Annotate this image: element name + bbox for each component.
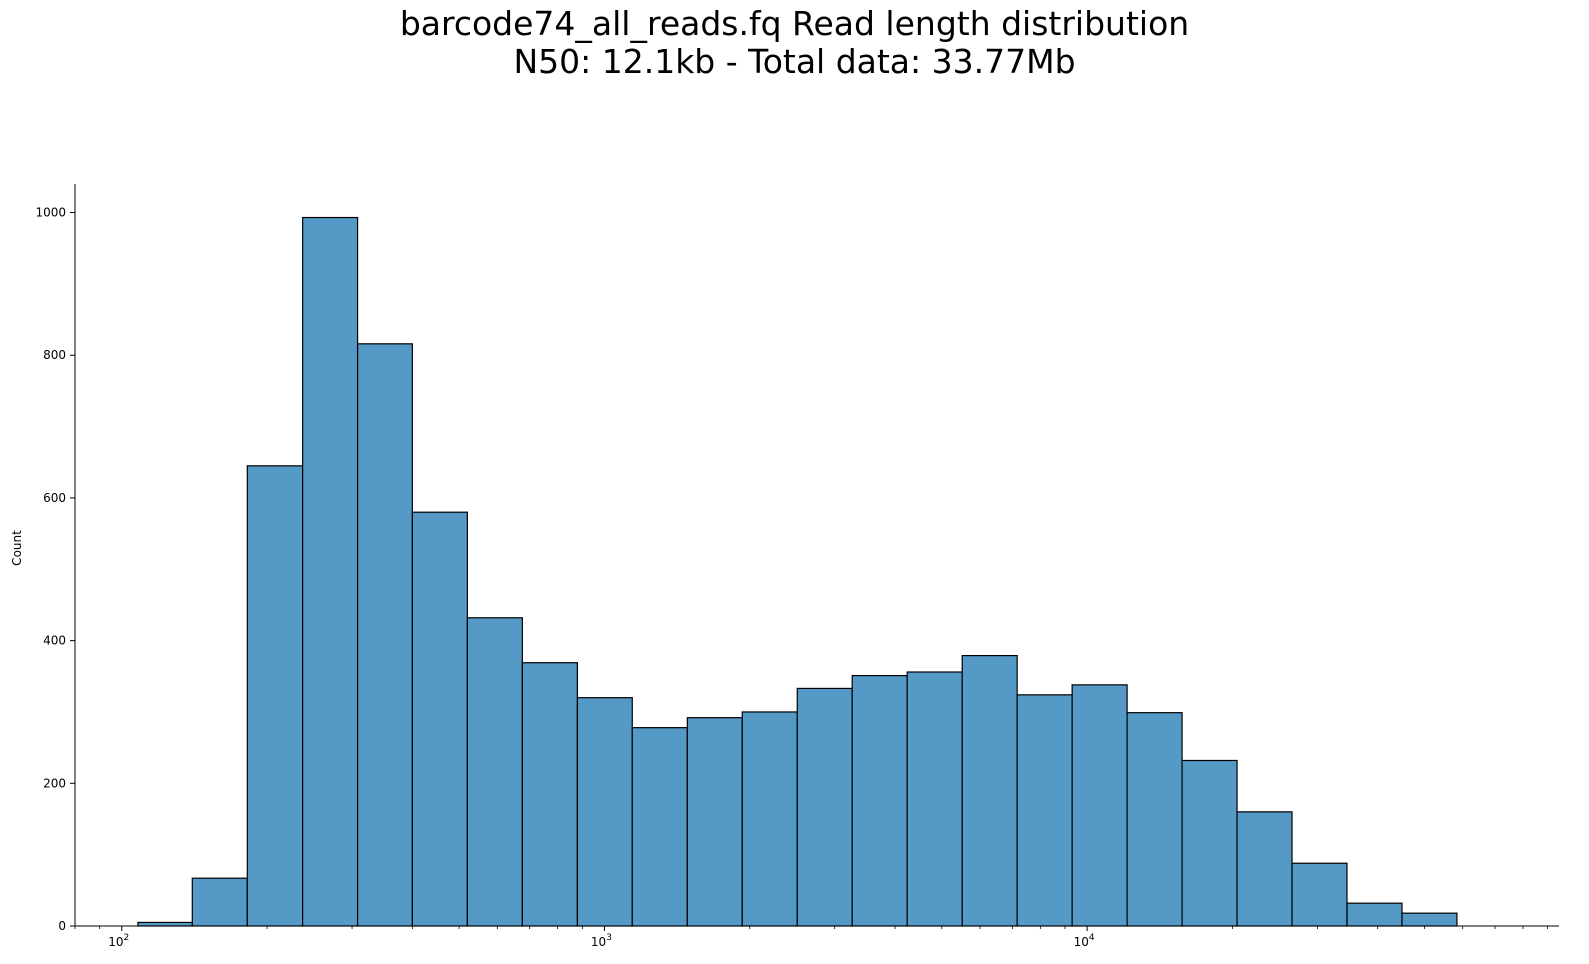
- y-tick-label: 1000: [35, 206, 66, 220]
- histogram-bar: [1071, 684, 1128, 927]
- histogram-bar: [1126, 712, 1183, 927]
- histogram-bar: [191, 877, 248, 927]
- histogram-bar: [906, 671, 963, 927]
- bars-group: [137, 216, 1458, 927]
- y-axis: 0 200 400 600 800 1000: [35, 184, 76, 933]
- y-tick-label: 800: [43, 348, 66, 362]
- histogram-bar: [961, 654, 1018, 927]
- x-axis: 102 103 104: [74, 925, 1559, 949]
- histogram-bar: [851, 674, 908, 927]
- y-tick-label: 600: [43, 491, 66, 505]
- histogram-bar: [741, 711, 798, 927]
- histogram-bar: [1236, 811, 1293, 927]
- histogram-bar: [796, 687, 853, 927]
- histogram-bar: [302, 216, 359, 927]
- histogram-bar: [466, 617, 523, 927]
- histogram-bar: [686, 717, 743, 927]
- chart-title: barcode74_all_reads.fq Read length distr…: [399, 4, 1190, 43]
- histogram-bar: [1346, 902, 1403, 927]
- x-tick-label: 102: [108, 933, 129, 949]
- histogram-bar: [246, 465, 304, 927]
- histogram-bar: [356, 343, 413, 927]
- x-tick-label: 103: [591, 933, 612, 949]
- histogram-bar: [521, 662, 578, 927]
- chart-subtitle: N50: 12.1kb - Total data: 33.77Mb: [513, 42, 1076, 81]
- histogram-bar: [631, 727, 688, 927]
- histogram-bar: [1291, 862, 1348, 927]
- histogram-bar: [576, 697, 633, 927]
- histogram-bar: [1401, 912, 1458, 927]
- y-tick-label: 400: [43, 634, 66, 648]
- y-tick-label: 0: [58, 919, 66, 933]
- histogram-bar: [137, 921, 193, 927]
- y-axis-label: Count: [10, 530, 24, 566]
- histogram-bar: [411, 511, 468, 927]
- x-tick-label: 104: [1074, 933, 1095, 949]
- histogram-bar: [1181, 759, 1238, 927]
- histogram-bar: [1016, 694, 1073, 927]
- y-tick-label: 200: [43, 776, 66, 790]
